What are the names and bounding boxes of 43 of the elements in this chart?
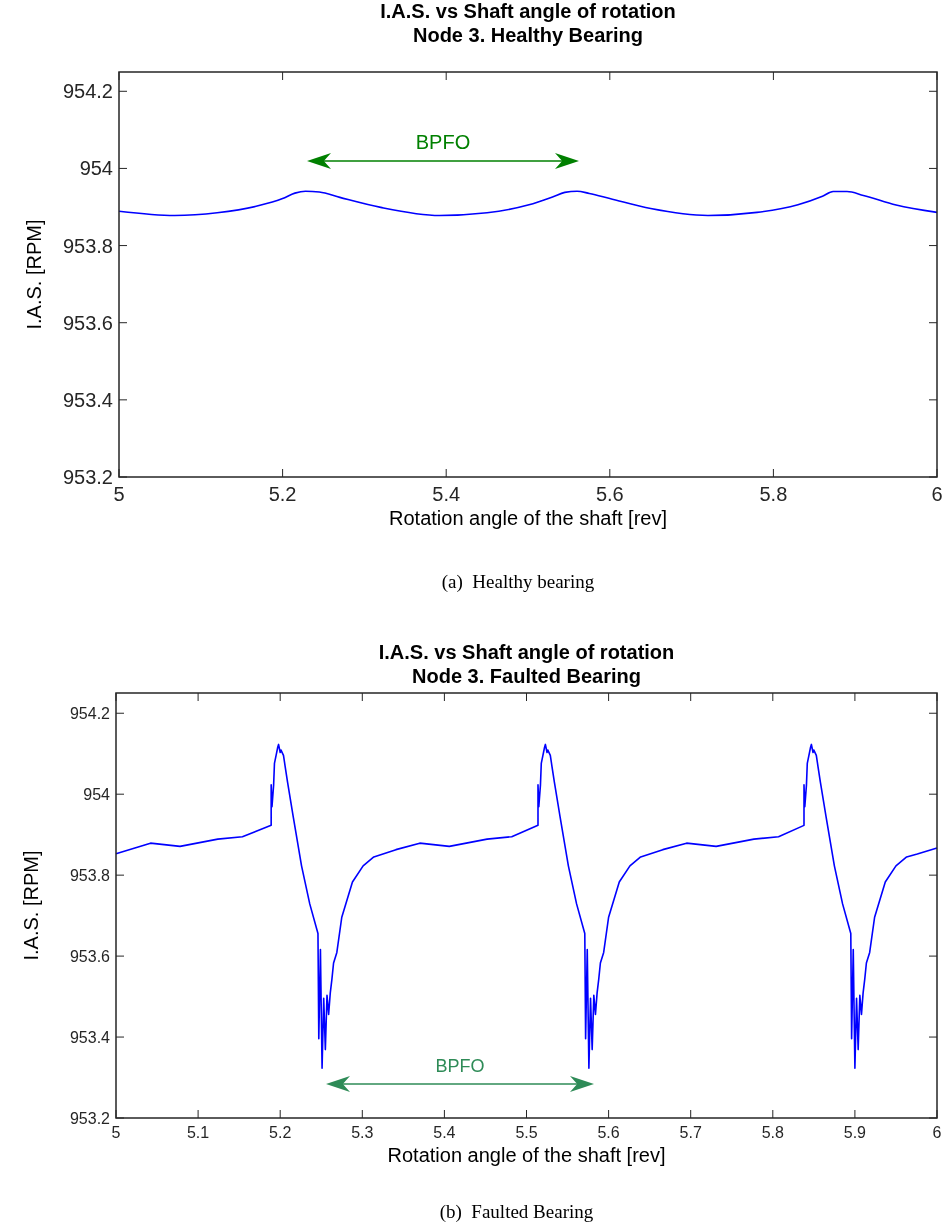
annotation: BPFO [435,1056,485,1076]
y-tick-label: 953.6 [62,311,113,334]
x-tick-label: 5.1 [186,1124,210,1141]
x-tick-label: 5.4 [432,483,461,505]
x-axis-title: Rotation angle of the shaft [rev] [387,1144,666,1166]
x-tick-label: 5.3 [351,1124,374,1141]
line-series [115,743,938,1070]
x-tick-label: 6 [931,483,943,505]
x-tick-label: 5 [111,1124,121,1141]
x-tick-label: 5.2 [268,483,297,505]
y-tick-label: 954.2 [62,80,113,103]
x-tick-label: 5.2 [269,1124,292,1141]
y-tick-label: 954.2 [69,704,111,722]
x-tick-label: 6 [932,1124,942,1141]
x-tick-label: 5.7 [679,1124,702,1141]
y-tick-label: 954 [83,785,111,803]
x-tick-label: 5.5 [515,1124,538,1141]
text: (b) Faulted Bearing [439,1201,594,1223]
y-axis-title: I.A.S. [RPM] [23,219,45,330]
chart-subtitle: Node 3. Faulted Bearing [412,665,641,687]
y-tick-label: 953.8 [69,866,111,884]
y-tick-label: 953.2 [62,466,113,488]
y-axis-title: I.A.S. [RPM] [20,850,42,961]
x-tick-label: 5.9 [843,1124,867,1141]
x-tick-label: 5.8 [761,1124,785,1141]
y-tick-label: 953.2 [69,1109,111,1127]
chart-title: I.A.S. vs Shaft angle of rotation [380,0,676,22]
chart-subtitle: Node 3. Healthy Bearing [412,24,644,46]
y-tick-label: 954 [79,157,113,180]
x-tick-label: 5.6 [597,1124,620,1141]
x-tick-label: 5 [113,483,125,505]
line-series [118,190,938,217]
annotation: BPFO [415,131,471,153]
text: (a) Healthy bearing [441,571,595,593]
x-tick-label: 5.8 [759,483,788,505]
y-tick-label: 953.8 [62,234,113,257]
chart-title: I.A.S. vs Shaft angle of rotation [378,641,675,663]
x-tick-label: 5.6 [595,483,624,505]
y-tick-label: 953.4 [62,388,113,411]
y-tick-label: 953.6 [69,947,111,965]
x-tick-label: 5.4 [433,1124,456,1141]
x-axis-title: Rotation angle of the shaft [rev] [389,507,667,529]
y-tick-label: 953.4 [69,1028,111,1046]
